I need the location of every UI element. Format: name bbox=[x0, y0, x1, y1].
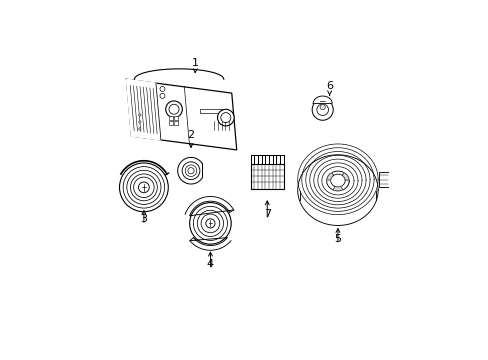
Circle shape bbox=[217, 109, 234, 126]
FancyBboxPatch shape bbox=[169, 121, 173, 126]
FancyBboxPatch shape bbox=[174, 116, 179, 121]
Text: 4: 4 bbox=[206, 258, 214, 269]
Circle shape bbox=[221, 113, 230, 123]
Circle shape bbox=[138, 182, 149, 193]
Text: 5: 5 bbox=[334, 234, 341, 244]
Text: 7: 7 bbox=[263, 209, 270, 219]
Circle shape bbox=[139, 121, 141, 123]
Circle shape bbox=[182, 162, 200, 180]
Bar bbox=[378, 172, 388, 187]
Polygon shape bbox=[126, 79, 161, 140]
Circle shape bbox=[119, 163, 168, 212]
Circle shape bbox=[169, 104, 179, 114]
Polygon shape bbox=[342, 173, 348, 180]
Polygon shape bbox=[126, 79, 236, 150]
Polygon shape bbox=[332, 186, 342, 191]
FancyBboxPatch shape bbox=[174, 121, 179, 126]
Text: 1: 1 bbox=[191, 58, 198, 68]
Text: 3: 3 bbox=[140, 214, 147, 224]
Circle shape bbox=[311, 99, 332, 120]
Circle shape bbox=[139, 128, 141, 130]
Polygon shape bbox=[177, 157, 202, 184]
Polygon shape bbox=[312, 96, 331, 103]
Circle shape bbox=[139, 114, 141, 116]
Circle shape bbox=[189, 203, 231, 244]
Circle shape bbox=[320, 104, 325, 110]
Circle shape bbox=[185, 165, 196, 176]
Circle shape bbox=[187, 168, 194, 174]
Bar bbox=[200, 109, 222, 113]
Polygon shape bbox=[326, 173, 333, 180]
Circle shape bbox=[205, 219, 215, 228]
Polygon shape bbox=[185, 197, 233, 216]
Circle shape bbox=[316, 104, 328, 116]
Polygon shape bbox=[326, 171, 348, 191]
Polygon shape bbox=[330, 174, 345, 187]
Text: 2: 2 bbox=[187, 130, 194, 140]
Text: 6: 6 bbox=[325, 81, 332, 91]
Polygon shape bbox=[297, 144, 377, 215]
Bar bbox=[250, 164, 284, 189]
Polygon shape bbox=[189, 238, 230, 250]
Circle shape bbox=[160, 86, 164, 91]
FancyBboxPatch shape bbox=[169, 116, 173, 121]
Circle shape bbox=[165, 101, 182, 118]
Circle shape bbox=[160, 93, 164, 98]
